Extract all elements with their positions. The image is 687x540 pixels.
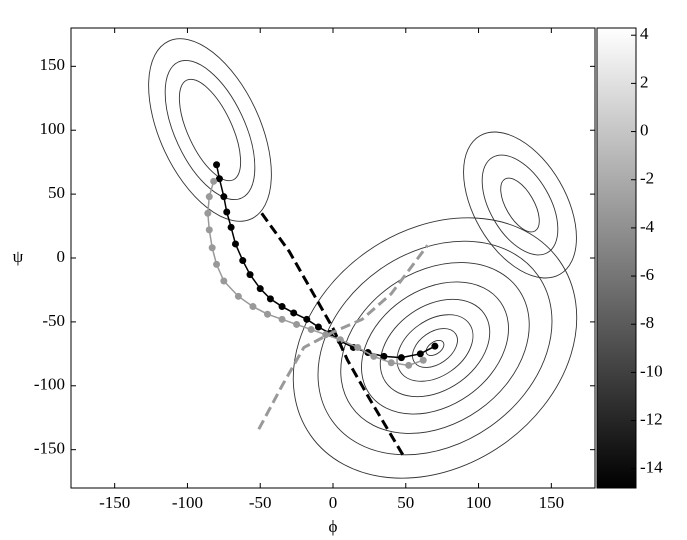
contour xyxy=(292,217,578,479)
colorbar-tick-label: -10 xyxy=(640,361,663,380)
y-tick-label: -150 xyxy=(34,439,65,458)
contours xyxy=(148,38,578,479)
path-point xyxy=(205,193,213,201)
y-tick-label: -100 xyxy=(34,375,65,394)
path-point xyxy=(278,303,286,311)
x-axis-label: ϕ xyxy=(329,517,338,536)
path-point xyxy=(387,359,395,367)
y-axis-label: ψ xyxy=(13,247,24,266)
path-point xyxy=(336,336,344,344)
path-point xyxy=(213,161,221,169)
path-point xyxy=(416,350,424,358)
contour xyxy=(396,314,474,382)
path-point xyxy=(227,223,235,231)
path-point xyxy=(370,352,378,360)
colorbar-tick-label: -12 xyxy=(640,409,663,428)
path-point xyxy=(293,320,301,328)
path-point xyxy=(220,193,228,201)
x-tick-label: -100 xyxy=(172,493,203,512)
colorbar xyxy=(596,27,637,489)
y-tick-label: 0 xyxy=(57,247,66,266)
path-point xyxy=(205,226,213,234)
path-point xyxy=(278,315,286,323)
path-point xyxy=(215,175,223,183)
colorbar-tick-label: -2 xyxy=(640,169,654,188)
contour xyxy=(500,177,540,233)
path-point xyxy=(405,361,413,369)
colorbar-tick-label: -8 xyxy=(640,313,654,332)
colorbar-tick-label: 4 xyxy=(640,24,649,43)
contour xyxy=(463,131,577,279)
y-tick-label: 150 xyxy=(40,55,66,74)
x-tick-label: 100 xyxy=(466,493,492,512)
y-tick-label: 100 xyxy=(40,119,66,138)
dashed-path xyxy=(257,244,429,430)
path-point xyxy=(431,342,439,350)
path-point xyxy=(307,326,315,334)
path-point xyxy=(290,309,298,317)
path-point xyxy=(397,354,405,362)
path-point xyxy=(220,277,228,285)
contour xyxy=(178,78,242,182)
path-point xyxy=(266,295,274,303)
colorbar-tick-label: -6 xyxy=(640,265,654,284)
path-point xyxy=(239,257,247,265)
path-point xyxy=(210,177,218,185)
path-point xyxy=(303,315,311,323)
x-tick-label: 150 xyxy=(539,493,565,512)
contour xyxy=(361,281,509,415)
dashed-path xyxy=(260,212,406,459)
path-point xyxy=(380,352,388,360)
path-point xyxy=(322,331,330,339)
path-point xyxy=(246,271,254,279)
colorbar-tick-label: 0 xyxy=(640,120,649,139)
contour xyxy=(481,154,559,256)
path-point xyxy=(234,292,242,300)
contour xyxy=(164,59,256,201)
path-point xyxy=(223,208,231,216)
path-point xyxy=(204,209,212,217)
path-point xyxy=(249,303,257,311)
plot-frame xyxy=(70,27,596,489)
colorbar-tick-label: -4 xyxy=(640,217,655,236)
path-line xyxy=(215,164,436,359)
path-point xyxy=(419,356,427,364)
colorbar-tick-label: 2 xyxy=(640,72,649,91)
path-point xyxy=(213,260,221,268)
path-point xyxy=(354,343,362,351)
x-tick-label: 0 xyxy=(329,493,338,512)
x-tick-label: -50 xyxy=(249,493,272,512)
contour xyxy=(148,38,272,222)
contour xyxy=(317,240,553,456)
contour xyxy=(425,339,445,357)
x-tick-label: -150 xyxy=(99,493,130,512)
path-point xyxy=(264,310,271,318)
path-point xyxy=(314,323,322,331)
path-point xyxy=(208,244,216,252)
y-tick-label: -50 xyxy=(42,311,65,330)
y-tick-label: 50 xyxy=(48,183,65,202)
contour xyxy=(412,328,458,368)
x-tick-label: 50 xyxy=(397,493,414,512)
path-point xyxy=(231,240,239,248)
contour xyxy=(340,262,530,434)
path-line xyxy=(207,181,424,367)
path-point xyxy=(256,285,264,293)
colorbar-tick-label: -14 xyxy=(640,458,663,477)
contour xyxy=(379,298,491,398)
